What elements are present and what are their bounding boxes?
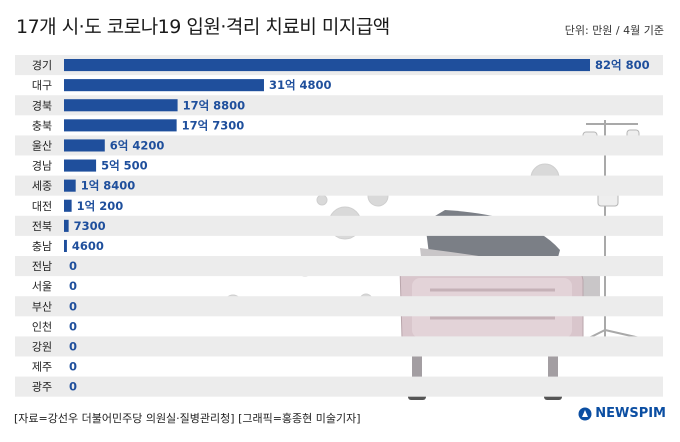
row-stripe xyxy=(15,215,663,236)
bar xyxy=(64,159,97,172)
value-label: 0 xyxy=(69,380,77,394)
category-label: 전북 xyxy=(32,220,52,233)
value-label: 6억 4200 xyxy=(110,138,165,152)
source-note: [자료=강선우 더불어민주당 의원실·질병관리청] [그래픽=홍종현 미술기자] xyxy=(14,412,361,425)
category-label: 강원 xyxy=(32,340,52,353)
bar xyxy=(64,59,590,72)
bar xyxy=(64,119,177,132)
category-label: 서울 xyxy=(32,280,52,293)
value-label: 0 xyxy=(69,259,77,273)
row-stripe xyxy=(15,135,663,156)
newspim-logo-icon xyxy=(578,407,592,420)
chart-title: 17개 시·도 코로나19 입원·격리 치료비 미지급액 xyxy=(16,16,390,38)
category-label: 경북 xyxy=(32,99,52,112)
bar xyxy=(64,99,178,112)
value-label: 0 xyxy=(69,360,77,374)
bar xyxy=(64,239,67,252)
newspim-logo: NEWSPIM xyxy=(578,406,666,421)
value-label: 4600 xyxy=(72,239,104,253)
category-label: 울산 xyxy=(32,139,52,152)
category-label: 경기 xyxy=(32,59,52,72)
category-label: 대구 xyxy=(32,79,52,92)
value-label: 1억 8400 xyxy=(81,179,136,193)
logo-text: NEWSPIM xyxy=(595,406,666,421)
value-label: 17억 7300 xyxy=(182,118,245,132)
value-label: 0 xyxy=(69,319,77,333)
value-label: 0 xyxy=(69,299,77,313)
category-label: 세종 xyxy=(32,180,52,193)
bar xyxy=(64,199,72,212)
category-label: 부산 xyxy=(32,300,52,313)
row-stripe xyxy=(15,175,663,196)
value-label: 0 xyxy=(69,279,77,293)
row-stripe xyxy=(15,256,663,277)
row-stripe xyxy=(15,296,663,317)
unit-note: 단위: 만원 / 4월 기준 xyxy=(564,24,664,37)
category-label: 광주 xyxy=(32,381,52,394)
category-label: 경남 xyxy=(32,160,52,173)
row-stripe xyxy=(15,336,663,357)
value-label: 7300 xyxy=(74,219,106,233)
category-label: 대전 xyxy=(32,200,52,213)
value-label: 82억 800 xyxy=(595,58,650,72)
value-label: 17억 8800 xyxy=(183,98,246,112)
category-label: 충남 xyxy=(32,240,52,253)
bar xyxy=(64,179,76,192)
bar xyxy=(64,139,105,152)
value-label: 1억 200 xyxy=(77,199,124,213)
value-label: 31억 4800 xyxy=(269,78,332,92)
value-label: 5억 500 xyxy=(101,159,148,173)
category-label: 충북 xyxy=(32,119,52,132)
bar xyxy=(64,219,69,232)
category-label: 전남 xyxy=(32,260,52,273)
bar xyxy=(64,79,264,92)
category-label: 인천 xyxy=(32,319,52,333)
row-stripe xyxy=(15,376,663,397)
category-label: 제주 xyxy=(32,361,52,374)
value-label: 0 xyxy=(69,339,77,353)
